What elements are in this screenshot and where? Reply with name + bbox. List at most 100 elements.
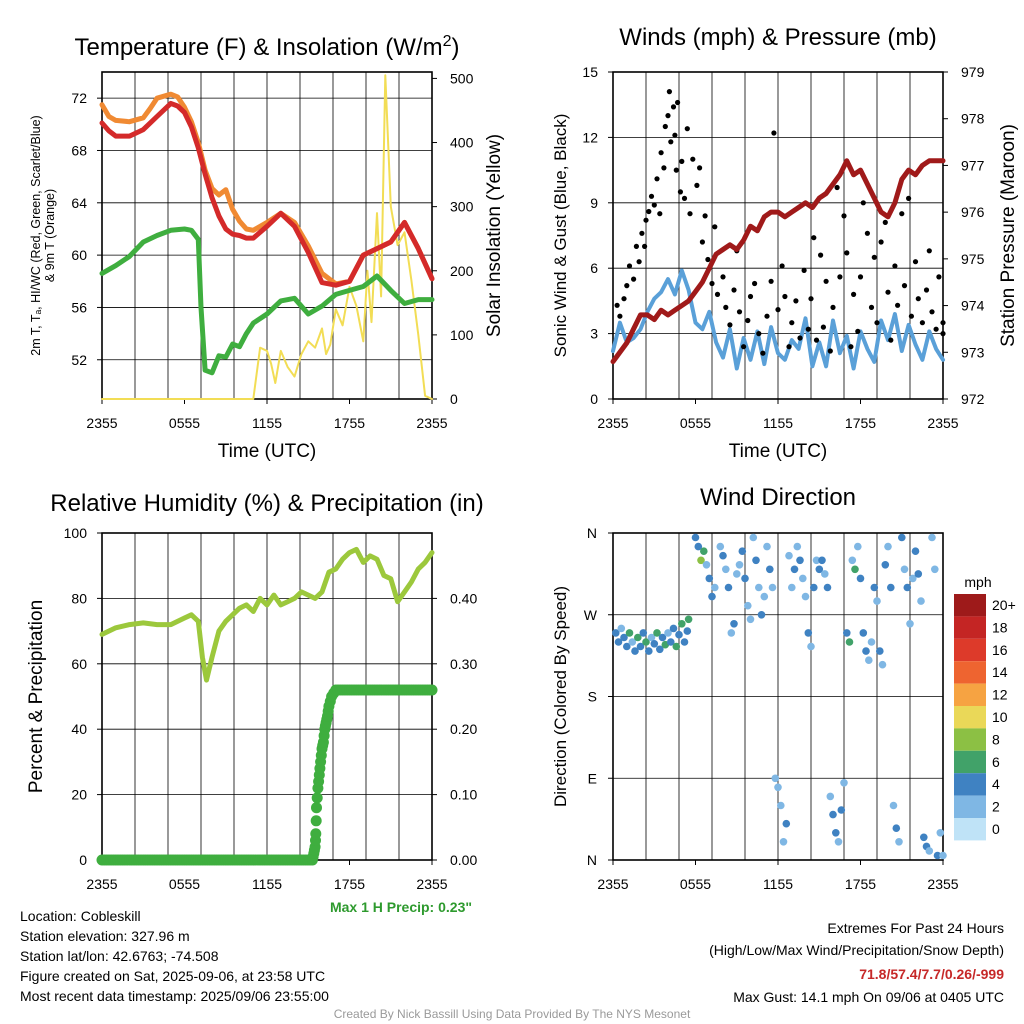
direction-point — [617, 624, 626, 633]
direction-point — [744, 601, 752, 610]
legend-swatch — [954, 795, 986, 818]
direction-point — [865, 656, 873, 664]
legend-swatch — [954, 638, 986, 662]
x-tick-label: 2355 — [927, 415, 958, 431]
y2-tick-label: 100 — [450, 327, 474, 343]
gust-point — [926, 248, 932, 254]
direction-point — [876, 647, 884, 655]
y2-tick-label: 974 — [961, 298, 985, 314]
wind-direction-chart: 2355 0555 1155 1755 2355 Wind Direction N E S W N D… — [551, 484, 1016, 892]
gust-point — [651, 202, 657, 208]
legend-label: 16 — [992, 642, 1008, 658]
direction-point — [711, 583, 719, 592]
direction-point — [928, 533, 936, 542]
chart-title: Winds (mph) & Pressure (mb) — [619, 24, 936, 51]
winds-chart: 2355 0555 1155 1755 2355 Winds (mph) & Pressu… — [551, 24, 1019, 462]
series-rh — [99, 546, 435, 683]
gust-point — [841, 213, 847, 219]
gust-point — [906, 195, 912, 201]
direction-point — [636, 642, 645, 651]
location-text: Location: Cobleskill — [20, 908, 141, 924]
y-axis-label: 2m T, Tₐ, HI/WC (Red, Green, Scarlet/Blu… — [29, 115, 57, 355]
gust-point — [670, 104, 677, 110]
direction-point — [788, 583, 796, 592]
y-axis-label: Direction (Colored By Speed) — [551, 586, 570, 807]
direction-point — [708, 592, 716, 601]
direction-point — [669, 624, 678, 633]
direction-point — [782, 819, 791, 828]
direction-point — [920, 833, 928, 842]
direction-point — [917, 597, 925, 605]
legend-label: 6 — [992, 754, 1000, 770]
gust-point — [661, 165, 667, 171]
direction-point — [898, 533, 906, 542]
gust-point — [940, 331, 946, 337]
x-tick-label: 1155 — [763, 415, 793, 431]
gust-point — [779, 263, 785, 269]
direction-point — [678, 620, 686, 628]
direction-point — [785, 551, 793, 560]
gust-point — [756, 331, 762, 337]
legend-swatch — [954, 818, 986, 841]
direction-point — [752, 556, 760, 565]
legend-swatch — [954, 594, 986, 617]
direction-point — [801, 592, 810, 601]
gust-point — [940, 320, 946, 326]
gust-point — [690, 156, 696, 162]
x-tick-label: 1155 — [252, 876, 282, 892]
gust-point — [888, 337, 894, 343]
x-tick-label: 2355 — [927, 876, 958, 892]
direction-point — [903, 583, 912, 592]
direction-point — [859, 629, 868, 637]
gust-point — [697, 165, 703, 171]
direction-point — [799, 574, 807, 583]
max-gust-text: Max Gust: 14.1 mph On 09/06 at 0405 UTC — [733, 989, 1004, 1005]
gust-point — [745, 317, 751, 324]
x-tick-label: 2355 — [597, 415, 628, 431]
direction-point — [642, 638, 650, 646]
direction-point — [694, 542, 703, 551]
direction-point — [933, 851, 942, 860]
extremes-title: Extremes For Past 24 Hours — [827, 920, 1004, 936]
direction-point — [818, 556, 826, 565]
gust-point — [786, 344, 792, 350]
direction-point — [667, 638, 675, 646]
direction-point — [909, 574, 917, 583]
gust-point — [811, 235, 817, 241]
direction-point — [631, 647, 639, 655]
legend-label: 20+ — [992, 597, 1016, 613]
gust-point — [654, 176, 660, 182]
direction-point — [812, 556, 821, 565]
gust-point — [908, 313, 915, 319]
extremes-subtitle: (High/Low/Max Wind/Precipitation/Snow De… — [709, 942, 1004, 958]
direction-point — [881, 561, 890, 569]
direction-point — [647, 633, 656, 642]
gust-point — [741, 344, 747, 350]
direction-point — [716, 542, 725, 551]
gust-point — [868, 304, 875, 310]
gust-point — [681, 195, 688, 201]
direction-point — [634, 633, 642, 642]
x-tick-label: 2355 — [86, 415, 117, 431]
legend-label: 12 — [992, 687, 1008, 703]
direction-point — [837, 806, 846, 814]
direction-point — [650, 640, 659, 648]
gust-point — [805, 326, 811, 332]
gust-point — [895, 302, 901, 308]
gust-point — [857, 274, 864, 280]
direction-point — [724, 583, 733, 592]
x-tick-label: 0555 — [169, 415, 200, 431]
gust-point — [636, 259, 642, 265]
direction-point — [771, 774, 780, 783]
direction-point — [826, 792, 835, 801]
gust-point — [666, 89, 673, 95]
gust-point — [633, 243, 640, 249]
direction-point — [829, 810, 837, 819]
direction-point — [931, 565, 939, 574]
direction-point — [815, 565, 824, 574]
y2-axis-label: Solar Insolation (Yellow) — [484, 134, 505, 337]
direction-point — [700, 547, 708, 555]
y2-tick-label: 977 — [961, 157, 985, 173]
direction-point — [691, 533, 700, 542]
gust-point — [860, 200, 866, 206]
